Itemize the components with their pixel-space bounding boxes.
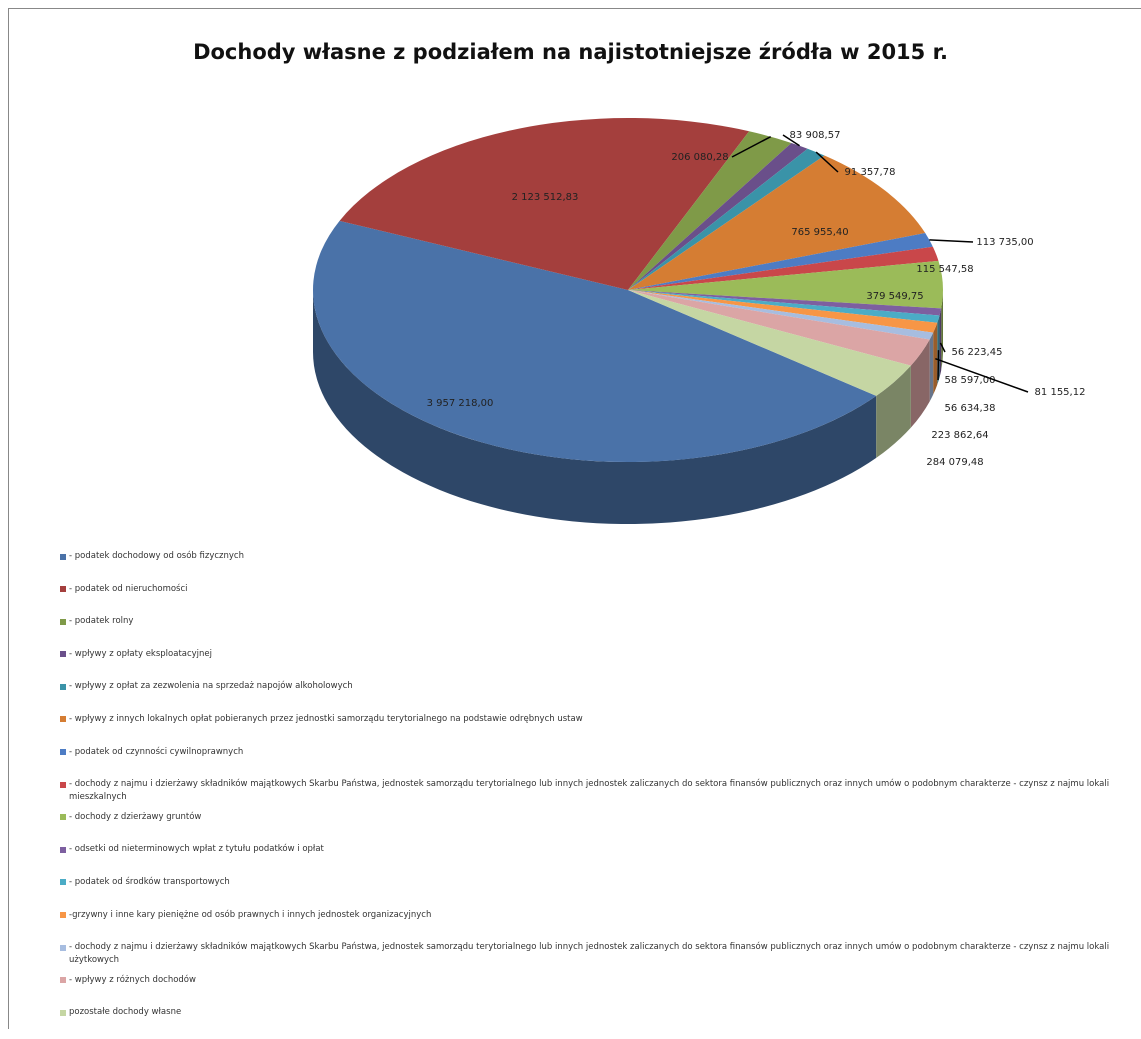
legend-label: - wpływy z innych lokalnych opłat pobier… [69,713,583,726]
legend-swatch [60,945,66,951]
legend-item: - wpływy z innych lokalnych opłat pobier… [60,713,1110,746]
legend-swatch [60,782,66,788]
data-label: 58 597,00 [945,375,996,386]
legend-label: - podatek od nieruchomości [69,583,188,596]
legend-item: - dochody z najmu i dzierżawy składników… [60,778,1110,811]
legend-label: - odsetki od nieterminowych wpłat z tytu… [69,843,324,856]
legend-item: - podatek od środków transportowych [60,876,1110,909]
legend-item: - podatek dochodowy od osób fizycznych [60,550,1110,583]
data-label: 765 955,40 [791,227,848,238]
data-label: 83 908,57 [790,130,841,141]
legend-item: - podatek od nieruchomości [60,583,1110,616]
data-label: 115 547,58 [916,264,973,275]
legend-swatch [60,586,66,592]
pie-chart: 3 957 218,00 2 123 512,83 206 080,28 83 908… [0,0,1141,540]
legend-item: - dochody z najmu i dzierżawy składników… [60,941,1110,974]
data-label: 56 223,45 [952,347,1003,358]
legend-label: - podatek od środków transportowych [69,876,230,889]
data-label: 223 862,64 [931,430,988,441]
legend-item: - dochody z dzierżawy gruntów [60,811,1110,844]
data-label: 379 549,75 [866,291,923,302]
legend-swatch [60,912,66,918]
legend-item: - podatek rolny [60,615,1110,648]
legend-label: - wpływy z opłat za zezwolenia na sprzed… [69,680,353,693]
legend-swatch [60,1010,66,1016]
data-label: 56 634,38 [945,403,996,414]
data-label: 2 123 512,83 [512,192,579,203]
legend-label: - dochody z dzierżawy gruntów [69,811,201,824]
legend-label: pozostałe dochody własne [69,1006,181,1019]
legend-swatch [60,814,66,820]
data-label: 206 080,28 [671,152,728,163]
legend-item: - wpływy z opłaty eksploatacyjnej [60,648,1110,681]
legend-item: pozostałe dochody własne [60,1006,1110,1039]
slice-side [930,333,933,402]
legend-swatch [60,716,66,722]
data-label: 91 357,78 [845,167,896,178]
legend-swatch [60,977,66,983]
legend-label: - wpływy z opłaty eksploatacyjnej [69,648,212,661]
legend-swatch [60,684,66,690]
legend-item: - odsetki od nieterminowych wpłat z tytu… [60,843,1110,876]
legend-swatch [60,847,66,853]
legend-swatch [60,749,66,755]
legend-swatch [60,554,66,560]
legend-swatch [60,879,66,885]
legend-label: - dochody z najmu i dzierżawy składników… [69,941,1110,967]
legend-label: - wpływy z różnych dochodów [69,974,196,987]
legend-label: - podatek rolny [69,615,133,628]
data-label: 81 155,12 [1035,387,1086,398]
legend-item: -grzywny i inne kary pieniężne od osób p… [60,909,1110,942]
legend-swatch [60,651,66,657]
legend: - podatek dochodowy od osób fizycznych - … [60,550,1110,1039]
leader-line [929,240,973,242]
legend-item: - podatek od czynności cywilnoprawnych [60,746,1110,779]
legend-item: - wpływy z opłat za zezwolenia na sprzed… [60,680,1110,713]
legend-label: -grzywny i inne kary pieniężne od osób p… [69,909,431,922]
legend-item: - wpływy z różnych dochodów [60,974,1110,1007]
data-label: 3 957 218,00 [427,398,494,409]
data-label: 284 079,48 [926,457,983,468]
legend-label: - podatek od czynności cywilnoprawnych [69,746,243,759]
legend-label: - podatek dochodowy od osób fizycznych [69,550,244,563]
legend-swatch [60,619,66,625]
legend-label: - dochody z najmu i dzierżawy składników… [69,778,1110,804]
data-label: 113 735,00 [976,237,1033,248]
